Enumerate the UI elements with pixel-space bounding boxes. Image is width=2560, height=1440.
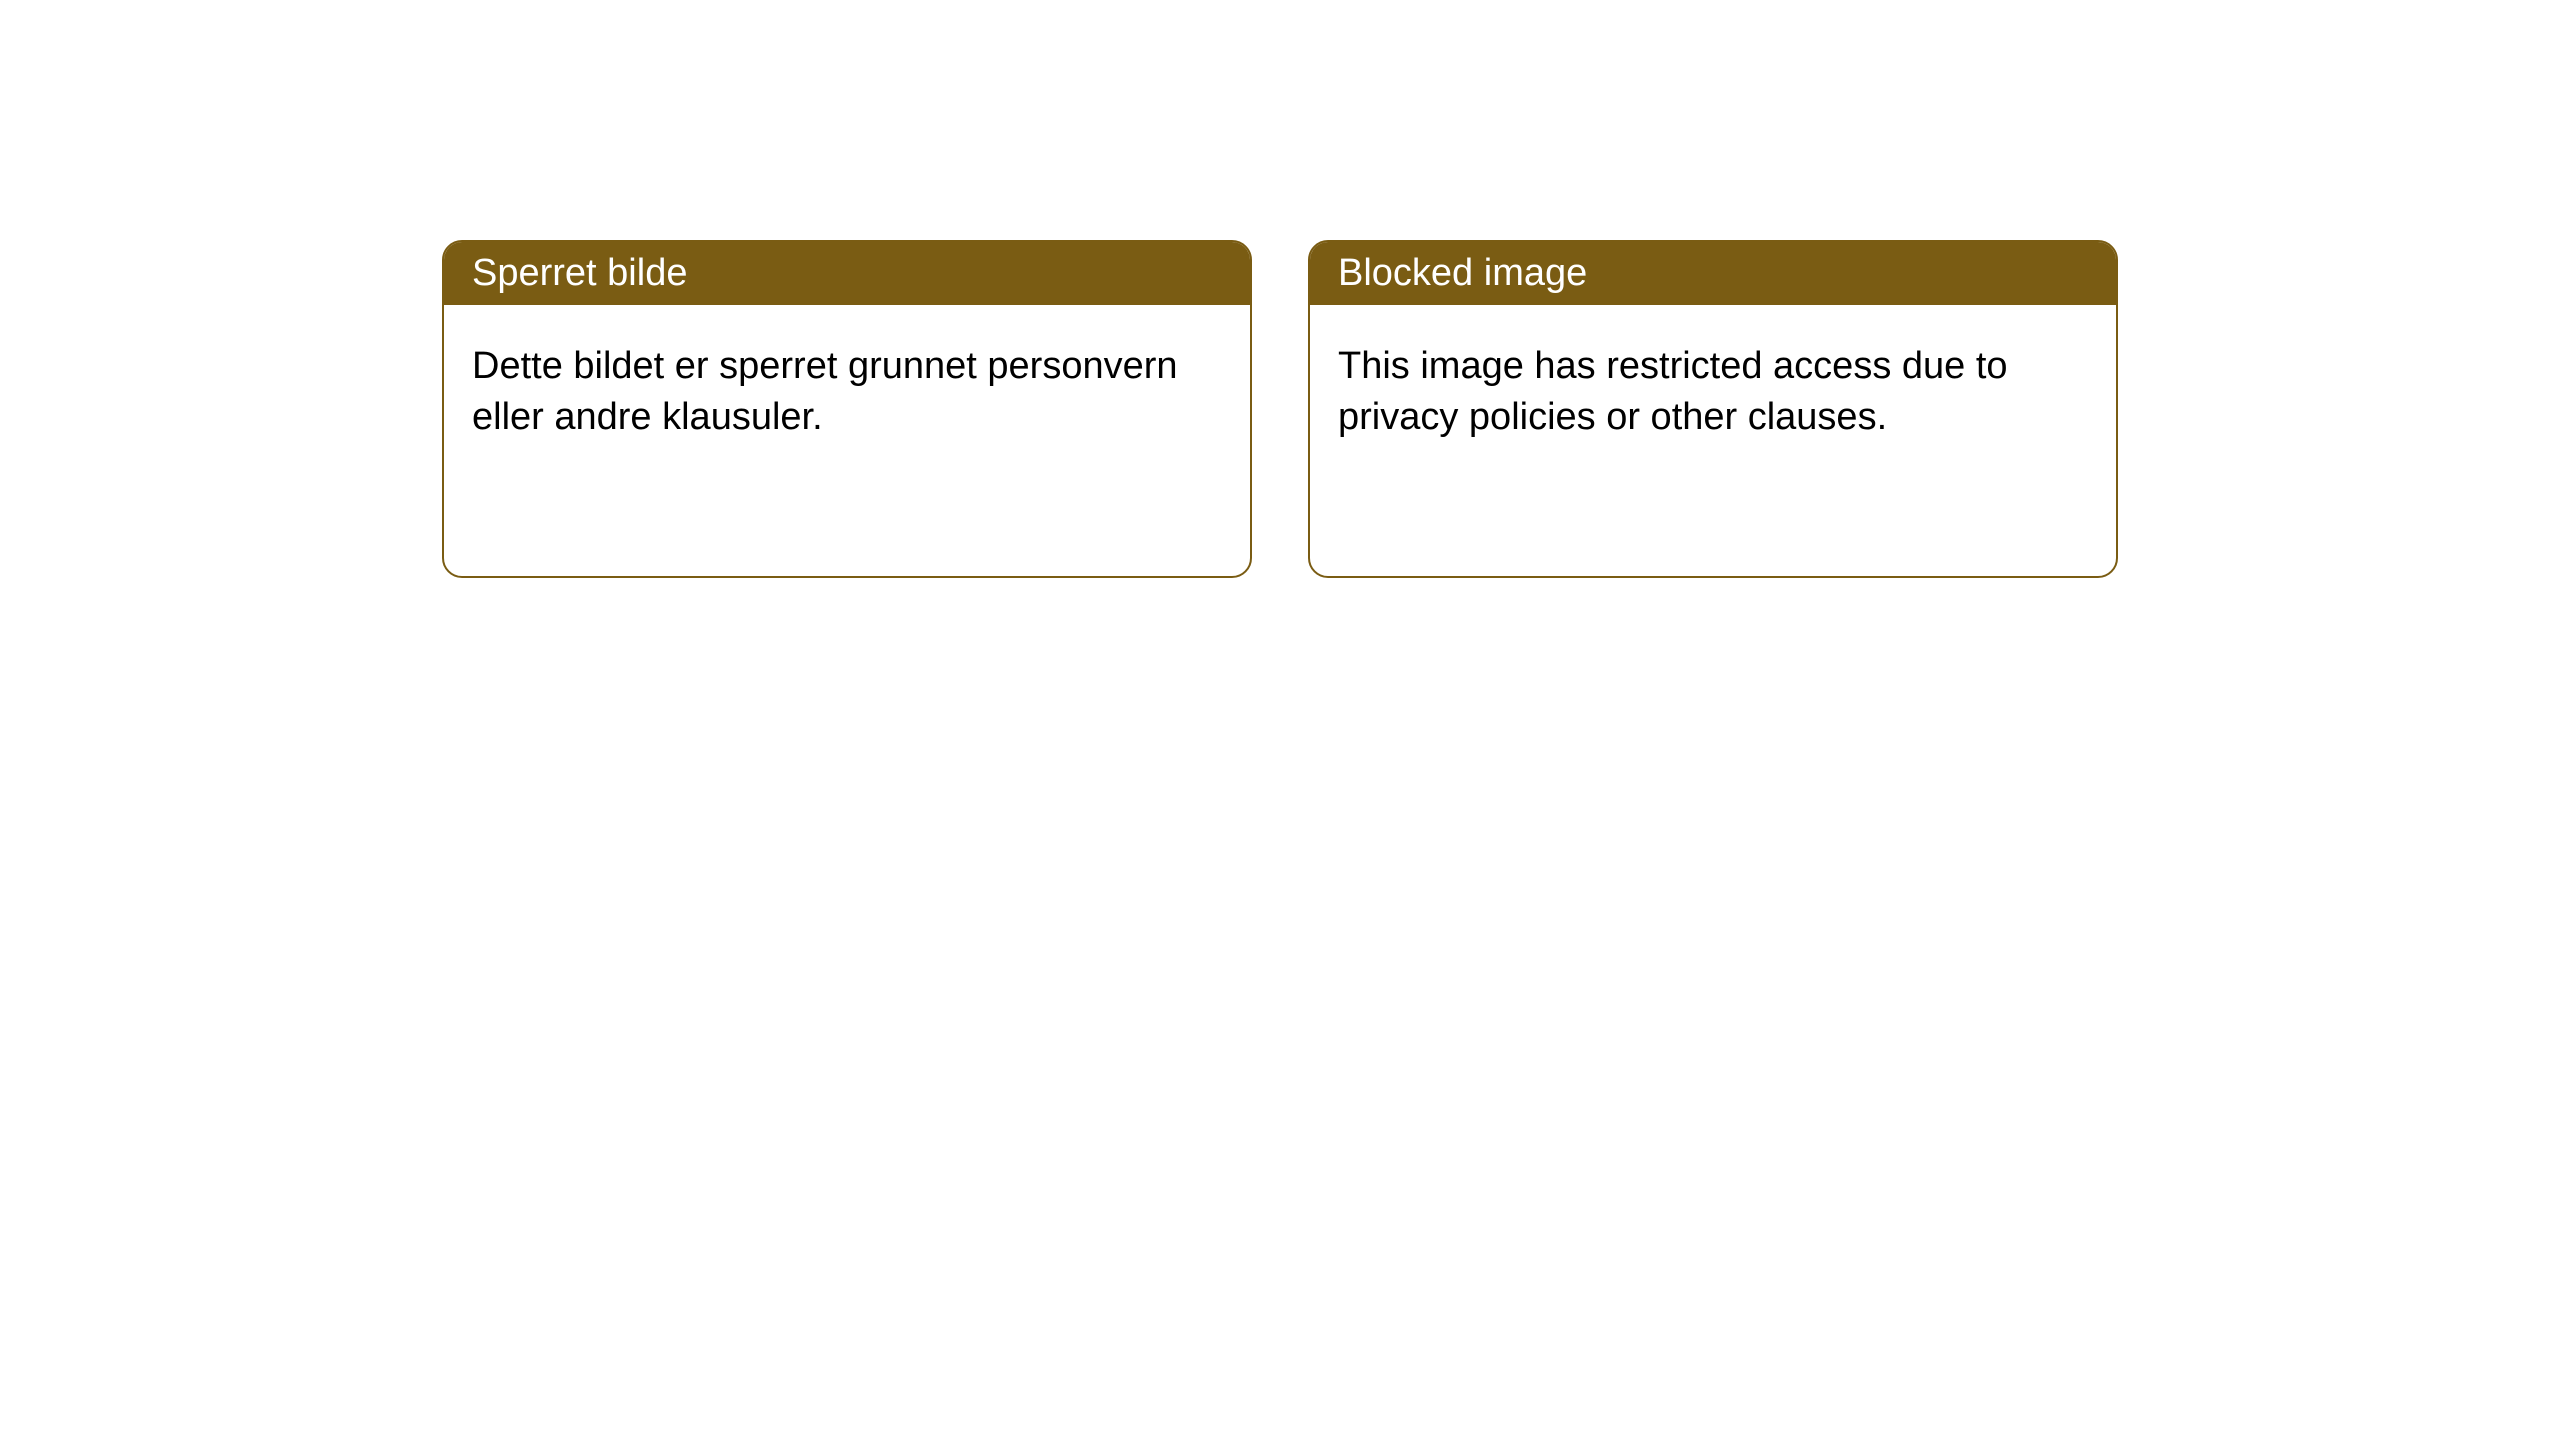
blocked-image-card-no: Sperret bilde Dette bildet er sperret gr… <box>442 240 1252 578</box>
card-title: Sperret bilde <box>472 252 687 294</box>
blocked-image-card-en: Blocked image This image has restricted … <box>1308 240 2118 578</box>
card-body: Dette bildet er sperret grunnet personve… <box>444 305 1250 480</box>
card-body-text: Dette bildet er sperret grunnet personve… <box>472 345 1178 438</box>
card-header: Blocked image <box>1310 242 2116 305</box>
card-body-text: This image has restricted access due to … <box>1338 345 2008 438</box>
card-body: This image has restricted access due to … <box>1310 305 2116 480</box>
cards-container: Sperret bilde Dette bildet er sperret gr… <box>442 240 2118 1440</box>
card-header: Sperret bilde <box>444 242 1250 305</box>
card-title: Blocked image <box>1338 252 1587 294</box>
